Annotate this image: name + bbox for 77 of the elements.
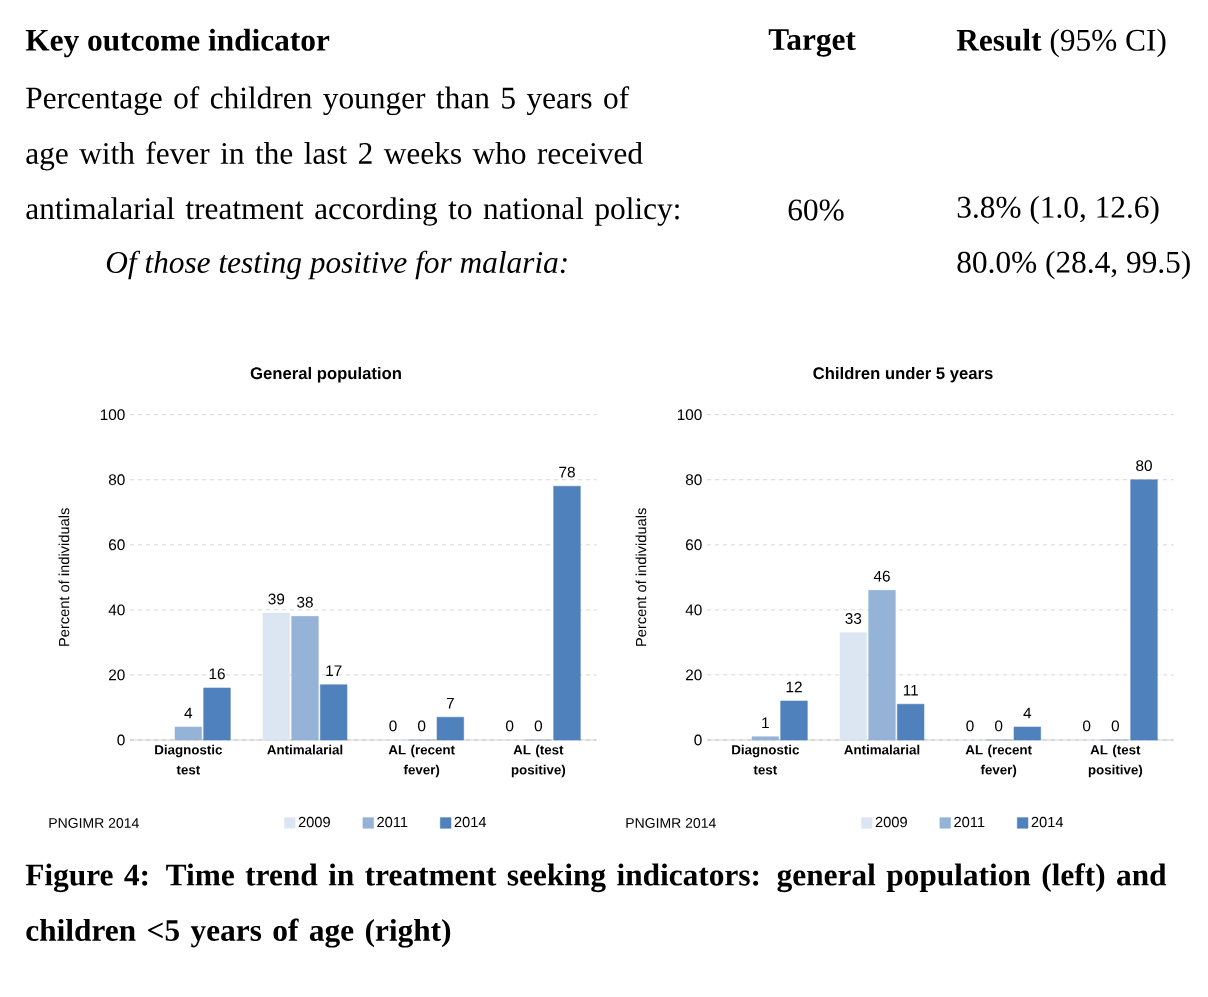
data-label: 0 (389, 720, 397, 732)
data-label: 16 (209, 668, 225, 680)
text: 60% (788, 199, 844, 221)
y-tick-label: 60 (109, 539, 125, 551)
x-tick-label: Diagnostic test (155, 744, 223, 775)
y-tick-label: 100 (100, 409, 125, 421)
bar (751, 736, 779, 741)
y-tick-label: 0 (694, 734, 702, 746)
y-tick-label: 60 (686, 539, 702, 551)
data-label: 11 (903, 684, 918, 696)
data-label: 0 (1111, 720, 1119, 732)
bar (291, 616, 319, 741)
x-tick-label: Antimalarial (844, 744, 920, 755)
caption: Figure 4: Time trend in treatment seeking indicators: general population (left) and children <5 years of age (right) (25, 863, 1167, 948)
data-label: 38 (297, 596, 313, 608)
data-label: 0 (534, 720, 542, 732)
data-label: 1 (762, 717, 769, 729)
y-tick-label: 100 (677, 409, 702, 421)
bar (436, 716, 464, 741)
bar (320, 684, 348, 741)
data-label: 0 (506, 720, 514, 732)
legend-label: 2009 (875, 816, 907, 828)
y-tick-label: 40 (108, 604, 125, 616)
y-tick-label: 80 (108, 474, 125, 486)
legend-label: 2011 (954, 816, 985, 828)
data-label: 46 (873, 570, 890, 582)
y-tick-label: 80 (685, 474, 702, 486)
legend-label: 2014 (1031, 816, 1064, 828)
x-tick-label: AL (test positive) (1088, 744, 1143, 778)
data-label: 0 (1083, 720, 1091, 732)
text: PNGIMR 2014 (49, 818, 139, 828)
bar (1013, 726, 1041, 741)
data-label: 7 (446, 697, 454, 709)
bar (897, 703, 925, 741)
x-tick-label: AL (recent fever) (388, 744, 455, 778)
x-tick-label: Diagnostic test (732, 744, 800, 775)
data-label: 0 (418, 720, 426, 732)
y-axis-title: Percent of individuals (635, 508, 647, 646)
bar (1130, 479, 1158, 741)
bar (174, 726, 202, 741)
text: PNGIMR 2014 (626, 818, 716, 828)
data-label: 12 (786, 681, 802, 693)
text: Key outcome indicator (25, 28, 330, 58)
data-label: 78 (559, 466, 575, 478)
data-label: 33 (845, 613, 862, 624)
legend-label: 2009 (298, 816, 330, 828)
y-tick-label: 20 (109, 669, 125, 681)
data-label: 39 (268, 593, 285, 605)
y-axis-title: Percent of individuals (58, 508, 70, 646)
chart-title: Children under 5 years (813, 366, 993, 383)
data-label: 80 (1136, 460, 1152, 472)
y-tick-label: 20 (686, 669, 702, 681)
x-tick-label: Antimalarial (267, 744, 343, 755)
text: 3.8% (1.0, 12.6) (957, 195, 1159, 225)
bar (839, 632, 867, 741)
bar (203, 687, 231, 741)
text: 80.0% (28.4, 99.5) (957, 250, 1190, 280)
bar (868, 590, 896, 741)
text: Result (95% CI) (956, 28, 1166, 58)
chart-title: General population (250, 366, 401, 383)
legend-label: 2014 (454, 816, 487, 828)
bar (262, 612, 290, 741)
data-label: 0 (966, 720, 974, 732)
data-label: 0 (995, 720, 1003, 732)
bar (553, 485, 581, 741)
legend-label: 2011 (377, 816, 408, 828)
y-tick-label: 0 (117, 734, 125, 746)
bar (780, 700, 808, 741)
text: Of those testing positive for malaria: (106, 250, 567, 280)
y-tick-label: 40 (685, 604, 702, 616)
text: Percentage of children younger than 5 years of age with fever in the last 2 weeks who received antimalarial treatment according to national policy: (26, 86, 679, 226)
x-tick-label: AL (test positive) (511, 744, 566, 778)
text: Target (768, 29, 856, 57)
data-label: 4 (184, 707, 193, 719)
x-tick-label: AL (recent fever) (965, 744, 1032, 778)
data-label: 4 (1023, 707, 1032, 719)
data-label: 17 (326, 665, 342, 676)
